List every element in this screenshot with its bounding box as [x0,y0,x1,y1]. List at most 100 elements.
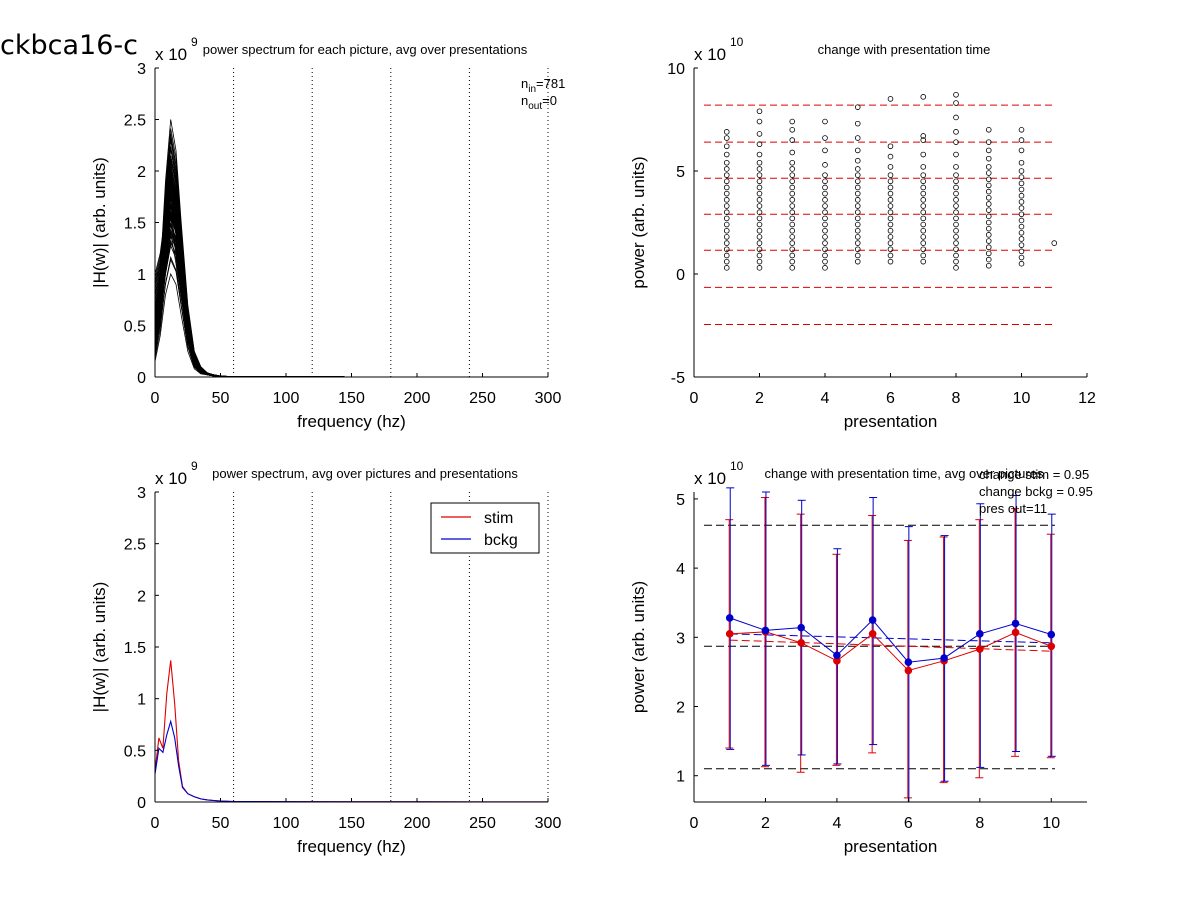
scatter-point [920,137,927,143]
scatter-point [723,203,730,209]
x-tick-label: 0 [690,815,699,832]
spectrum-line [154,212,548,378]
scatter-point [887,246,894,253]
scatter-point [854,147,861,154]
scatter-point [887,240,894,246]
y-exponent-power: 10 [730,35,744,49]
scatter-point [854,190,861,197]
x-axis-label: frequency (hz) [297,837,406,856]
scatter-point [822,215,828,222]
x-tick-label: 4 [821,390,830,407]
scatter-point [1018,159,1025,166]
scatter-point [920,133,927,139]
spectrum-line [154,190,548,378]
spectrum-line [154,178,548,378]
scatter-point [723,197,730,203]
y-exponent-base: x 10 [694,45,726,64]
spectrum-line [154,203,548,378]
series-marker-bckg [797,623,805,632]
scatter-point [1018,186,1025,193]
scatter-point [887,164,894,170]
scatter-point [985,201,992,207]
scatter-point [789,184,796,191]
scatter-point [887,203,894,209]
scatter-point [953,178,959,185]
spectrum-line [154,140,548,378]
x-tick-label: 0 [151,815,160,832]
x-axis-label: presentation [844,837,938,856]
scatter-point [789,246,796,253]
scatter-point [756,118,763,125]
y-tick-label: 1.5 [124,640,146,657]
x-tick-label: 100 [273,390,300,407]
scatter-point [756,184,763,191]
series-marker-stim [725,630,734,638]
spectrum-line [154,207,548,378]
scatter-point [756,215,763,222]
scatter-point [854,209,861,216]
scatter-point [822,190,828,197]
scatter-point [920,164,927,170]
x-tick-label: 6 [886,390,895,407]
scatter-point [756,131,763,137]
x-tick-label: 0 [690,390,699,407]
scatter-point [953,184,959,191]
scatter-point [1018,174,1025,180]
scatter-point [953,129,959,135]
y-axis-label: |H(w)| (arb. units) [90,582,109,713]
scatter-point [756,246,763,253]
scatter-point [854,221,861,228]
scatter-point [789,190,796,197]
spectrum-line [154,174,548,378]
scatter-point [822,178,828,185]
scatter-point [723,240,730,246]
y-axis-label: |H(w)| (arb. units) [90,157,109,288]
n-out-annotation: nout=0 [521,93,557,112]
scatter-point [789,166,796,172]
legend-label-stim: stim [484,510,513,527]
scatter-point [953,203,959,209]
spectrum-line [154,147,548,378]
spectrum-line [154,158,548,378]
spectrum-line [154,223,548,378]
scatter-point [920,221,927,228]
panel-title: change with presentation time, avg over … [765,466,1044,481]
scatter-point [953,91,959,98]
spectrum-line [154,194,548,378]
series-marker-stim [976,645,984,653]
scatter-point [854,178,861,185]
spectrum-line [154,170,548,378]
scatter-point [920,172,927,178]
scatter-point [723,221,730,228]
spectrum-line [154,206,548,378]
scatter-point [822,252,828,259]
scatter-point [985,244,992,251]
scatter-point [887,234,894,240]
scatter-point [854,234,861,240]
scatter-point [756,227,763,234]
scatter-point [985,225,992,232]
scatter-point [953,221,959,228]
series-marker-stim [1011,628,1020,637]
scatter-point [1018,147,1025,154]
scatter-point [985,194,992,201]
scatter-point [822,221,828,228]
scatter-point [854,135,861,141]
x-tick-label: 10 [1013,390,1031,407]
spectrum-line [154,149,548,378]
scatter-point [920,227,927,234]
scatter-point [789,118,796,125]
scatter-point [789,258,796,265]
y-tick-label: 0 [137,370,146,387]
scatter-point [854,252,861,259]
y-tick-label: 2 [137,164,146,181]
scatter-point [723,178,730,185]
y-tick-label: 3 [137,485,146,502]
scatter-point [953,151,959,158]
scatter-point [887,215,894,222]
y-tick-label: 10 [667,61,685,78]
scatter-point [789,209,796,216]
scatter-point [920,197,927,203]
scatter-point [920,184,927,191]
scatter-point [985,170,992,176]
